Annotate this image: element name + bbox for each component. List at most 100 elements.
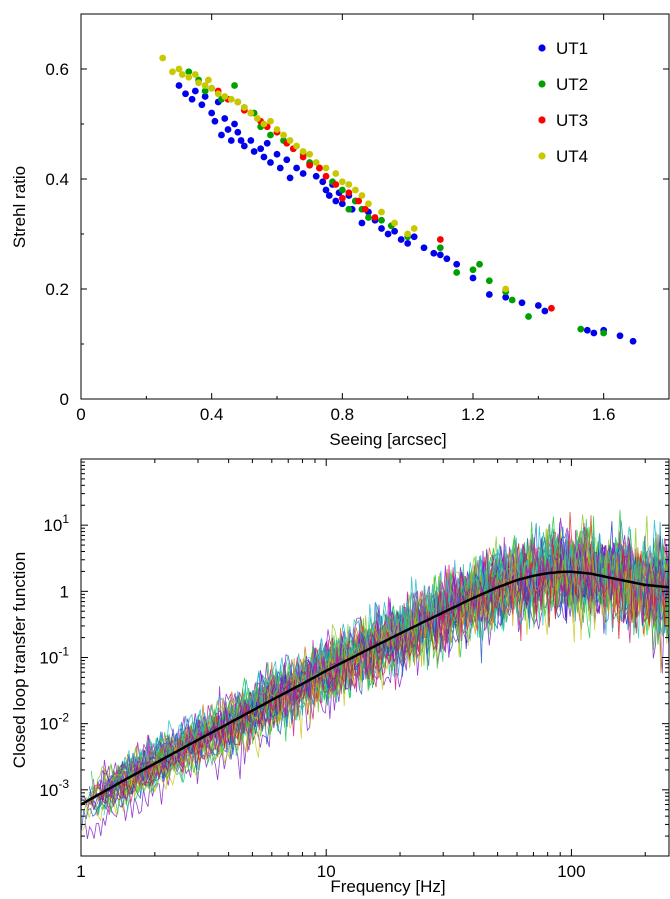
strehl-point-ut4 xyxy=(306,151,313,158)
strehl-point-ut1 xyxy=(411,233,418,240)
strehl-point-ut1 xyxy=(198,101,205,108)
strehl-point-ut1 xyxy=(326,192,333,199)
strehl-point-ut1 xyxy=(300,170,307,177)
strehl-point-ut4 xyxy=(215,90,222,97)
strehl-scatter-panel: 0 0.4 0.8 1.2 1.6 0 0.2 0.4 0.6 Seeing [arcsec]… xyxy=(10,14,669,449)
strehl-x-tick-label: 1.6 xyxy=(592,405,616,424)
strehl-point-ut1 xyxy=(264,140,271,147)
strehl-point-ut2 xyxy=(365,214,372,221)
strehl-point-ut4 xyxy=(247,110,254,117)
strehl-point-ut1 xyxy=(225,126,232,133)
strehl-point-ut2 xyxy=(577,326,584,333)
strehl-point-ut2 xyxy=(345,206,352,213)
strehl-point-ut2 xyxy=(231,82,238,89)
tf-y-tick-label: 10-1 xyxy=(39,645,69,668)
strehl-point-ut4 xyxy=(378,209,385,216)
strehl-point-ut3 xyxy=(372,214,379,221)
strehl-point-ut4 xyxy=(332,170,339,177)
tf-y-tick-label: 101 xyxy=(43,512,69,535)
strehl-x-tick-label: 0 xyxy=(76,405,85,424)
strehl-point-ut1 xyxy=(590,330,597,337)
strehl-point-ut3 xyxy=(306,162,313,169)
strehl-point-ut1 xyxy=(192,88,199,95)
legend-marker-ut1 xyxy=(538,44,545,51)
strehl-point-ut4 xyxy=(195,79,202,86)
strehl-point-ut3 xyxy=(345,189,352,196)
strehl-point-ut1 xyxy=(486,291,493,298)
strehl-point-ut1 xyxy=(470,275,477,282)
strehl-point-ut1 xyxy=(277,165,284,172)
strehl-x-ticks: 0 0.4 0.8 1.2 1.6 xyxy=(76,14,615,424)
strehl-point-ut4 xyxy=(313,159,320,166)
transfer-function-panel: 1 10 100 10-3 10-2 10-1 1 101 Frequency [Hz] C… xyxy=(10,459,669,896)
strehl-point-ut1 xyxy=(617,332,624,339)
transfer-function-x-axis-label: Frequency [Hz] xyxy=(330,877,445,896)
strehl-point-ut4 xyxy=(179,71,186,78)
strehl-point-ut4 xyxy=(267,118,274,125)
strehl-point-ut4 xyxy=(345,181,352,188)
strehl-point-ut4 xyxy=(359,192,366,199)
strehl-legend: UT1 UT2 UT3 UT4 xyxy=(538,39,588,166)
strehl-point-ut2 xyxy=(509,297,516,304)
strehl-y-tick-label: 0.4 xyxy=(45,170,69,189)
strehl-point-ut2 xyxy=(453,269,460,276)
tf-y-tick-label: 10-3 xyxy=(39,777,69,800)
strehl-point-ut1 xyxy=(261,154,268,161)
strehl-point-ut1 xyxy=(378,225,385,232)
strehl-point-ut1 xyxy=(584,327,591,334)
strehl-point-ut2 xyxy=(486,277,493,284)
tf-x-tick-label: 100 xyxy=(557,862,585,881)
strehl-point-ut4 xyxy=(208,85,215,92)
strehl-point-ut1 xyxy=(218,132,225,139)
strehl-point-ut1 xyxy=(332,198,339,205)
strehl-point-ut1 xyxy=(398,236,405,243)
strehl-point-ut2 xyxy=(437,244,444,251)
strehl-point-ut1 xyxy=(231,121,238,128)
strehl-point-ut1 xyxy=(241,143,248,150)
strehl-point-ut1 xyxy=(208,110,215,117)
strehl-point-ut1 xyxy=(189,96,196,103)
strehl-point-ut4 xyxy=(205,77,212,84)
strehl-point-ut1 xyxy=(535,302,542,309)
strehl-y-axis-label: Strehl ratio xyxy=(10,166,29,248)
strehl-point-ut1 xyxy=(385,231,392,238)
strehl-point-ut1 xyxy=(287,175,294,182)
strehl-y-tick-label: 0.2 xyxy=(45,280,69,299)
strehl-point-ut4 xyxy=(274,126,281,133)
strehl-point-ut1 xyxy=(453,261,460,268)
transfer-function-y-axis-label: Closed loop transfer function xyxy=(10,552,29,768)
strehl-point-ut2 xyxy=(470,266,477,273)
strehl-point-ut4 xyxy=(221,93,228,100)
strehl-point-ut1 xyxy=(228,137,235,144)
strehl-point-ut1 xyxy=(251,148,258,155)
strehl-point-ut1 xyxy=(404,240,411,247)
legend-label-ut4: UT4 xyxy=(556,147,588,166)
strehl-y-tick-label: 0.6 xyxy=(45,60,69,79)
strehl-point-ut1 xyxy=(437,252,444,259)
strehl-x-axis-label: Seeing [arcsec] xyxy=(329,430,446,449)
strehl-point-ut4 xyxy=(404,231,411,238)
strehl-point-ut1 xyxy=(519,299,526,306)
strehl-point-ut4 xyxy=(228,96,235,103)
strehl-point-ut1 xyxy=(359,220,366,227)
strehl-point-ut4 xyxy=(169,68,176,75)
strehl-point-ut4 xyxy=(280,132,287,139)
strehl-point-ut1 xyxy=(247,137,254,144)
strehl-point-ut1 xyxy=(182,90,189,97)
legend-label-ut3: UT3 xyxy=(556,111,588,130)
strehl-point-ut4 xyxy=(352,187,359,194)
strehl-x-tick-label: 0.8 xyxy=(331,405,355,424)
strehl-point-ut3 xyxy=(548,305,555,312)
strehl-point-ut1 xyxy=(234,129,241,136)
strehl-point-ut1 xyxy=(257,145,264,152)
legend-marker-ut3 xyxy=(538,116,545,123)
tf-y-tick-label: 10-2 xyxy=(39,711,69,734)
strehl-point-ut1 xyxy=(274,151,281,158)
strehl-point-ut4 xyxy=(323,165,330,172)
strehl-point-ut3 xyxy=(323,173,330,180)
strehl-point-ut4 xyxy=(339,178,346,185)
strehl-point-ut1 xyxy=(541,308,548,315)
strehl-point-ut1 xyxy=(176,82,183,89)
strehl-point-ut4 xyxy=(185,74,192,81)
legend-marker-ut4 xyxy=(538,152,545,159)
